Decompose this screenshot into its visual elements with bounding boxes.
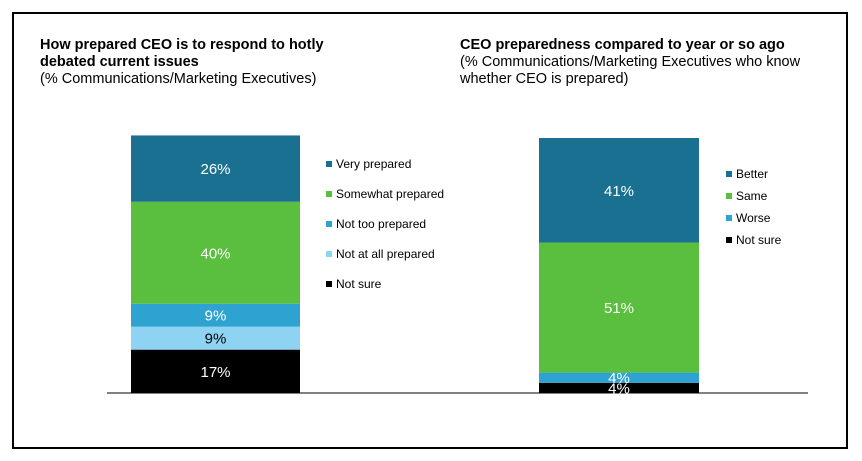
left-data-label-not-too-prepared: 9% (205, 308, 227, 325)
left-title-line2: debated current issues (40, 54, 199, 70)
left-data-label-not-at-all-prepared: 9% (205, 331, 227, 348)
right-legend-item-not-sure: Not sure (726, 233, 781, 247)
left-legend-item-not-at-all-prepared: Not at all prepared (326, 247, 435, 261)
right-title-line1: CEO preparedness compared to year or so … (460, 37, 785, 53)
right-legend-label: Not sure (736, 233, 782, 247)
left-legend-swatch (326, 251, 332, 257)
right-bar-segment-not-sure (539, 382, 699, 393)
left-bar-segment-not-too-prepared (131, 303, 300, 327)
right-legend-item-worse: Worse (726, 211, 770, 225)
right-chart-title: CEO preparedness compared to year or so … (460, 37, 835, 88)
left-legend-label: Not too prepared (336, 217, 427, 231)
right-legend-swatch (726, 171, 732, 177)
right-legend-swatch (726, 193, 732, 199)
left-legend-item-not-too-prepared: Not too prepared (326, 217, 426, 231)
right-legend-label: Better (736, 167, 769, 181)
left-legend-label: Somewhat prepared (336, 187, 445, 201)
left-chart-title: How prepared CEO is to respond to hotly … (40, 37, 370, 88)
left-data-label-very-prepared: 26% (200, 161, 230, 178)
left-legend-swatch (326, 161, 332, 167)
right-subtitle-line2: whether CEO is prepared) (460, 71, 629, 87)
left-subtitle: (% Communications/Marketing Executives) (40, 71, 317, 87)
right-bar-segment-same (539, 242, 699, 373)
left-legend-item-very-prepared: Very prepared (326, 157, 411, 171)
left-legend-swatch (326, 191, 332, 197)
left-legend-item-somewhat-prepared: Somewhat prepared (326, 187, 444, 201)
right-data-label-same: 51% (604, 300, 634, 317)
right-legend-swatch (726, 215, 732, 221)
left-legend-item-not-sure: Not sure (326, 277, 381, 291)
right-legend-item-better: Better (726, 167, 768, 181)
right-legend-label: Worse (736, 211, 771, 225)
left-bar-segment-somewhat-prepared (131, 201, 300, 304)
left-legend-swatch (326, 281, 332, 287)
right-bar-segment-better (539, 138, 699, 243)
right-data-label-better: 41% (604, 183, 634, 200)
right-legend-label: Same (736, 189, 768, 203)
left-bar-segment-not-sure (131, 349, 300, 393)
right-legend-swatch (726, 237, 732, 243)
right-data-label-not-sure: 4% (608, 380, 630, 397)
right-legend-item-same: Same (726, 189, 767, 203)
right-data-label-worse: 4% (608, 370, 630, 387)
left-data-label-not-sure: 17% (200, 364, 230, 381)
left-legend-label: Very prepared (336, 157, 412, 171)
left-legend-label: Not sure (336, 277, 382, 291)
left-legend-swatch (326, 221, 332, 227)
right-subtitle-line1: (% Communications/Marketing Executives w… (460, 54, 801, 70)
left-legend-label: Not at all prepared (336, 247, 435, 261)
left-data-label-somewhat-prepared: 40% (200, 245, 230, 262)
left-title-line1: How prepared CEO is to respond to hotly (40, 37, 324, 53)
left-bar-segment-very-prepared (131, 135, 300, 202)
left-bar-segment-not-at-all-prepared (131, 326, 300, 350)
right-bar-segment-worse (539, 372, 699, 383)
